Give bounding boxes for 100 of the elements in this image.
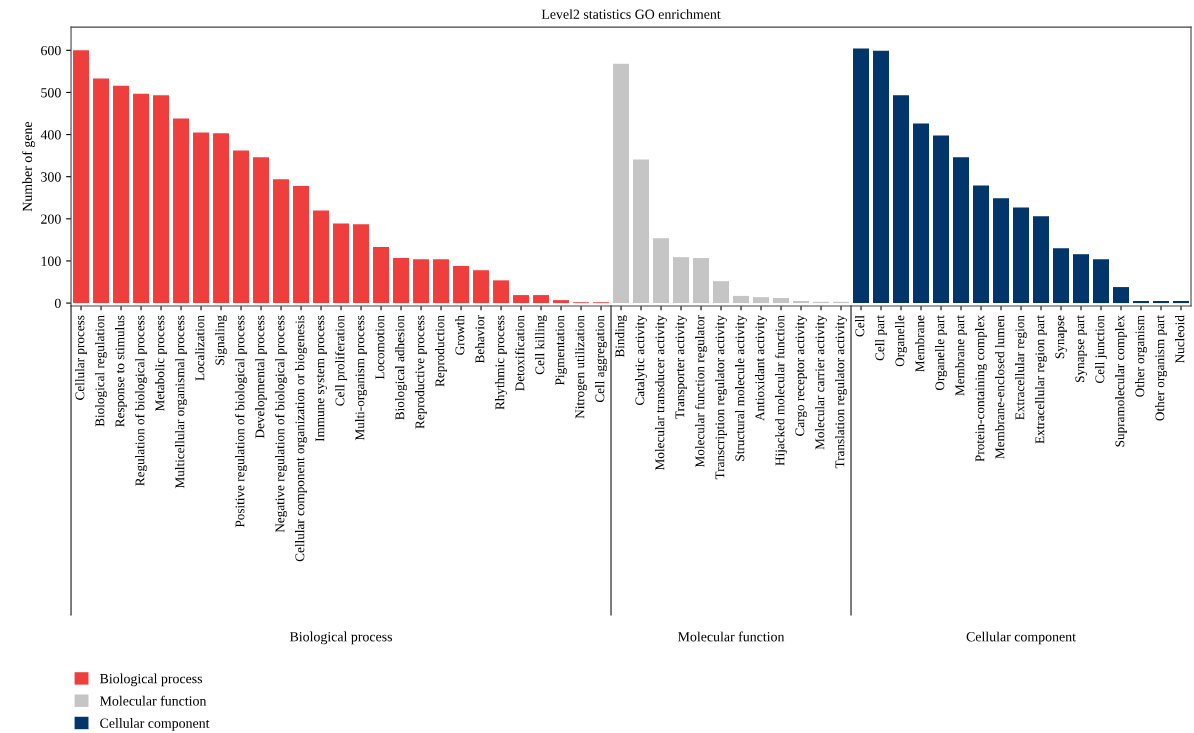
bar — [173, 118, 190, 304]
x-tick-label: Protein-containing complex — [975, 315, 988, 462]
bar — [73, 50, 90, 304]
bar — [953, 157, 970, 304]
x-tick-label: Nitrogen utilization — [575, 315, 588, 419]
bar — [393, 258, 410, 304]
x-tick-label: Organelle — [895, 315, 908, 367]
bar — [1113, 287, 1130, 304]
text: Molecular function — [678, 631, 785, 642]
x-tick-label: Cell killing — [535, 315, 548, 375]
y-axis-title: Number of gene — [22, 121, 35, 212]
chart-title: Level2 statistics GO enrichment — [541, 9, 721, 19]
y-tick-label: 100 — [41, 256, 61, 266]
bar — [693, 258, 710, 304]
bar — [113, 85, 130, 304]
bar — [733, 295, 750, 304]
bar — [1133, 300, 1150, 304]
x-tick-label: Immune system process — [315, 315, 328, 442]
bar — [613, 63, 630, 304]
x-tick-label: Biological adhesion — [395, 315, 408, 420]
bar — [913, 123, 930, 304]
x-tick-label: Positive regulation of biological process — [234, 315, 248, 528]
x-tick-label: Cellular component organization or biogenesis — [295, 315, 308, 562]
bar — [633, 159, 650, 304]
y-tick-label: 500 — [41, 88, 61, 98]
x-tick-label: Localization — [195, 315, 205, 381]
bar — [993, 198, 1010, 304]
x-tick-label: Binding — [615, 315, 628, 358]
bar — [453, 266, 470, 304]
bar — [653, 238, 670, 304]
bar — [93, 78, 110, 304]
bar — [413, 259, 430, 304]
bar — [973, 185, 990, 304]
x-tick-label: Multi-organism process — [355, 315, 368, 441]
bar — [873, 50, 890, 304]
bar — [553, 300, 570, 304]
bar — [473, 270, 490, 304]
bar — [153, 95, 170, 304]
bar — [273, 179, 290, 304]
x-tick-label: Extracellular region part — [1035, 315, 1048, 444]
x-tick-label: Cell proliferation — [334, 315, 348, 406]
x-tick-label: Hijacked molecular function — [774, 315, 788, 466]
x-tick-label: Other organism — [1135, 315, 1148, 397]
bar — [353, 224, 370, 304]
bar — [793, 300, 810, 304]
bar — [933, 135, 950, 304]
bar — [373, 247, 390, 304]
x-tick-label: Translation regulator activity — [835, 315, 848, 469]
bar — [493, 280, 510, 304]
x-tick-label: Molecular function regulator — [694, 315, 708, 468]
x-tick-label: Membrane — [915, 315, 925, 372]
bar — [1033, 216, 1050, 304]
x-tick-label: Nucleoid — [1175, 315, 1185, 364]
bar — [333, 223, 350, 304]
x-tick-label: Cell junction — [1095, 315, 1107, 384]
x-tick-label: Signaling — [215, 315, 228, 365]
bar — [1013, 207, 1030, 304]
bar — [313, 210, 330, 304]
bar — [513, 295, 530, 304]
x-tick-label: Negative regulation of biological process — [274, 315, 288, 533]
x-tick-label: Transcription regulator activity — [715, 315, 728, 480]
x-tick-label: Rhythmic process — [495, 315, 508, 410]
y-tick-label: 300 — [41, 172, 61, 182]
bar — [893, 95, 910, 304]
x-tick-label: Reproductive process — [415, 315, 428, 429]
y-tick-label: 600 — [41, 45, 61, 56]
x-tick-label: Cell — [855, 315, 865, 337]
bar — [233, 150, 250, 304]
x-tick-label: Locomotion — [375, 315, 385, 380]
bar — [713, 281, 730, 304]
x-tick-label: Transporter activity — [675, 315, 688, 419]
bar — [253, 157, 270, 304]
y-tick-label: 0 — [54, 298, 61, 309]
bar — [193, 132, 210, 304]
bar — [533, 295, 550, 304]
x-tick-label: Response to stimulus — [115, 315, 128, 427]
x-tick-label: Pigmentation — [555, 315, 568, 386]
x-tick-label: Membrane part — [955, 315, 967, 396]
bar — [213, 133, 230, 304]
x-tick-label: Cargo receptor activity — [795, 315, 808, 436]
bar — [433, 259, 450, 304]
bar — [1173, 300, 1190, 304]
x-tick-label: Catalytic activity — [635, 315, 648, 406]
x-tick-label: Detoxification — [514, 315, 525, 391]
x-tick-label: Membrane-enclosed lumen — [995, 315, 1005, 459]
x-tick-label: Cell part — [875, 315, 888, 361]
bar — [1153, 300, 1170, 304]
x-tick-label: Molecular transducer activity — [655, 315, 668, 471]
x-tick-label: Other organism part — [1155, 315, 1168, 421]
bar — [773, 298, 790, 304]
x-tick-label: Cellular process — [75, 315, 88, 400]
text: Biological process — [289, 631, 393, 645]
text: Cellular component — [966, 631, 1076, 645]
x-tick-label: Metabolic process — [155, 315, 168, 412]
x-tick-label: Molecular carrier activity — [815, 315, 828, 450]
x-tick-label: Extracellular region — [1015, 315, 1028, 420]
bar — [133, 93, 150, 304]
bar — [293, 185, 310, 304]
legend-label: Molecular function — [99, 695, 207, 706]
x-tick-label: Growth — [455, 315, 465, 355]
